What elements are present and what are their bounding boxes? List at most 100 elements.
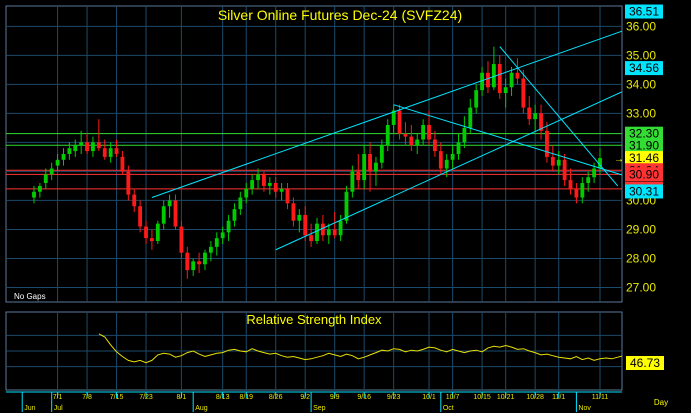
candle-body	[598, 158, 602, 169]
candle-body	[486, 72, 490, 88]
candle-body	[344, 191, 349, 221]
candle-body	[55, 159, 60, 166]
price-tag	[625, 138, 663, 153]
month-label: Oct	[443, 405, 454, 412]
candle-body	[238, 197, 243, 210]
x-tick-label: 10/1	[422, 394, 436, 401]
candle-body	[480, 72, 484, 91]
x-tick-label: 10/15	[473, 394, 491, 401]
candle-body	[474, 90, 479, 108]
price-tag-label: 31.46	[629, 151, 659, 165]
x-tick-label: 11/1	[552, 394, 565, 401]
x-tick-label: 7/15	[110, 394, 124, 401]
candle-body	[49, 168, 54, 175]
y-tick-label: 34.00	[626, 77, 656, 91]
candle-body	[120, 156, 125, 172]
candle-body	[397, 110, 402, 134]
horizontal-levels	[6, 133, 622, 190]
candle-body	[144, 226, 148, 239]
rsi-title: Relative Strength Index	[246, 312, 382, 327]
price-tag	[625, 151, 663, 166]
month-label: Jul	[54, 405, 63, 412]
rsi-panel: Relative Strength Index 46.73	[5, 311, 664, 391]
candle-body	[303, 214, 308, 236]
candle-body	[256, 174, 260, 181]
chart-title: Silver Online Futures Dec-24 (SVFZ24)	[218, 7, 462, 23]
candle-body	[338, 220, 343, 236]
candle-body	[320, 223, 325, 236]
candle-body	[356, 171, 361, 181]
candle-body	[315, 223, 319, 242]
candle-body	[197, 261, 201, 265]
candle-body	[368, 154, 372, 172]
month-label: Nov	[578, 405, 591, 412]
candle-body	[161, 206, 166, 224]
candle-body	[285, 188, 290, 204]
candle-body	[521, 78, 526, 108]
x-tick-label: 8/26	[269, 394, 283, 401]
candle-body	[374, 162, 378, 172]
candle-body	[150, 238, 154, 242]
day-label: Day	[654, 398, 668, 407]
y-tick-label: 35.00	[626, 48, 656, 62]
candle-body	[279, 188, 284, 192]
price-tag	[625, 184, 663, 199]
candle-body	[291, 203, 296, 221]
candle-body	[214, 238, 219, 247]
x-tick-label: 9/2	[300, 394, 310, 401]
candle-body	[208, 246, 213, 253]
candle-body	[32, 191, 36, 198]
candle-body	[185, 252, 190, 271]
candle-body	[309, 235, 314, 242]
candle-body	[403, 133, 408, 137]
candle-body	[273, 183, 278, 192]
candle-body	[126, 171, 131, 195]
candle-body	[138, 206, 143, 227]
x-tick-label: 11/11	[592, 394, 609, 401]
candle-body	[132, 194, 137, 207]
candle-body	[433, 139, 437, 152]
candle-body	[262, 174, 266, 186]
candle-body	[574, 188, 579, 198]
candle-body	[509, 72, 514, 88]
candle-body	[73, 145, 78, 152]
candle-body	[409, 136, 414, 146]
x-tick-label: 10/28	[526, 394, 544, 401]
price-tag-label: 30.31	[629, 184, 659, 198]
candle-body	[203, 252, 207, 265]
rsi-value-label: 46.73	[630, 356, 660, 370]
candle-body	[155, 223, 160, 242]
y-tick-label: 28.00	[626, 251, 656, 265]
x-tick-label: 7/8	[82, 394, 92, 401]
x-tick-label: 10/21	[497, 394, 515, 401]
price-tag-label: 32.30	[629, 127, 659, 141]
candle-body	[438, 151, 443, 169]
candle-body	[297, 214, 302, 221]
price-tag	[625, 61, 663, 76]
candle-body	[167, 200, 172, 207]
candle-body	[250, 180, 255, 189]
candle-body	[350, 171, 355, 192]
trendlines	[151, 30, 622, 251]
candle-body	[220, 232, 225, 239]
candle-body	[503, 87, 508, 94]
x-tick-label: 7/23	[139, 394, 153, 401]
price-tags: 36.5134.5632.3031.9031.4631.0430.9030.40…	[614, 4, 663, 199]
price-tag-label: 30.90	[629, 167, 659, 181]
candle-body	[362, 154, 367, 181]
candle-body	[462, 127, 467, 143]
candle-body	[391, 110, 396, 125]
candle-body	[556, 159, 561, 166]
y-tick-label: 29.00	[626, 222, 656, 236]
candle-body	[79, 142, 84, 146]
trendline	[499, 46, 619, 187]
candle-body	[85, 142, 89, 152]
candle-body	[102, 148, 107, 157]
candle-body	[491, 64, 496, 88]
candle-body	[67, 148, 72, 154]
x-tick-label: 9/9	[330, 394, 340, 401]
candle-body	[550, 156, 555, 166]
candle-body	[444, 159, 449, 169]
candle-body	[592, 168, 597, 178]
